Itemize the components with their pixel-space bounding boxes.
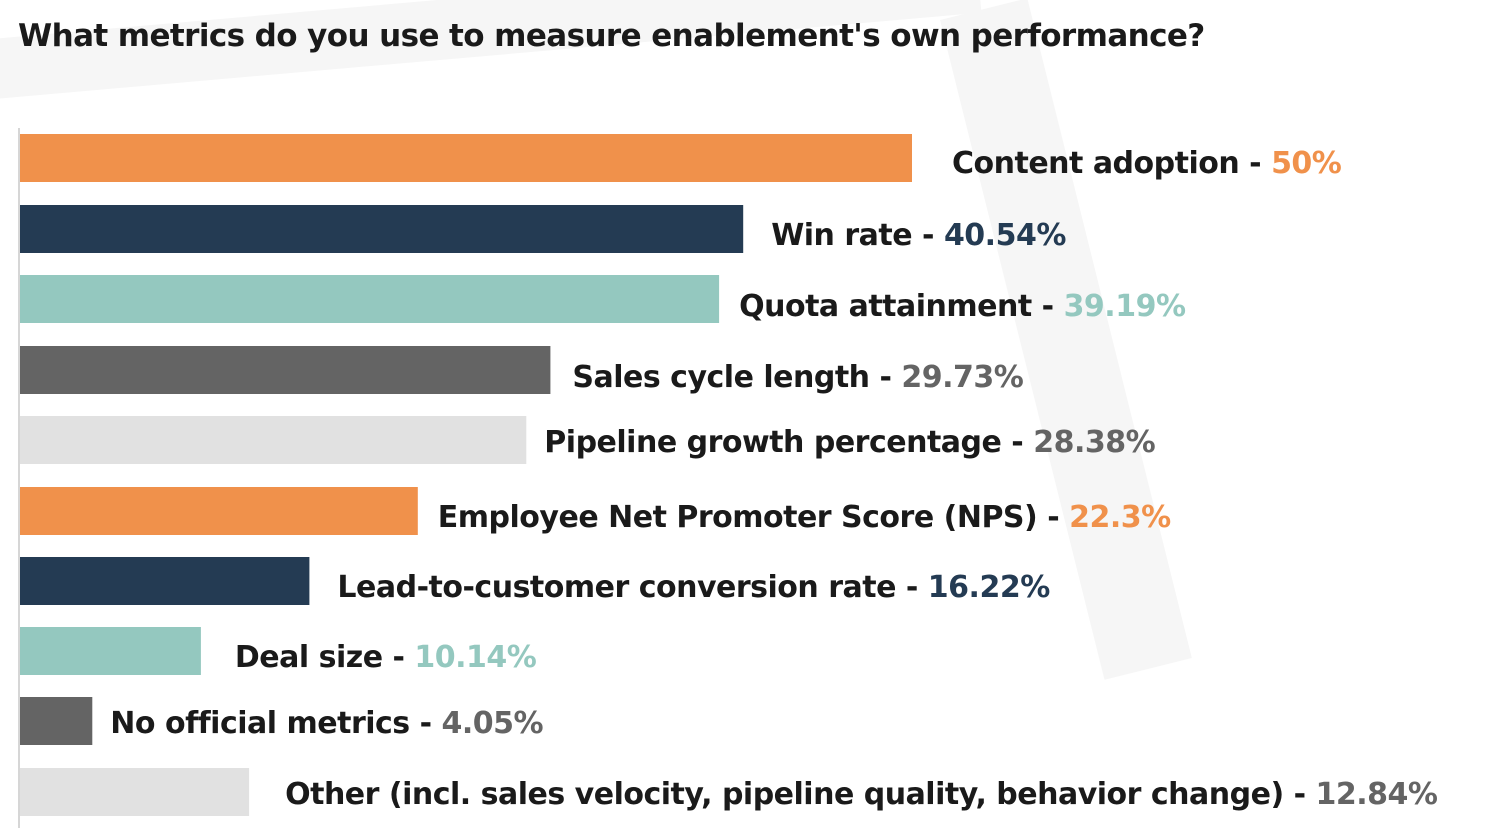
bar-label: Deal size - 10.14%: [235, 640, 537, 675]
bar: [20, 416, 527, 464]
bar-label: Content adoption - 50%: [952, 146, 1342, 181]
bar: [20, 557, 310, 605]
value-label: 10.14%: [414, 640, 536, 675]
bar-label: Quota attainment - 39.19%: [739, 289, 1186, 324]
category-label: Quota attainment -: [739, 289, 1063, 324]
value-label: 29.73%: [901, 360, 1023, 395]
bar: [20, 275, 720, 323]
bars-group: [20, 134, 912, 816]
category-label: Employee Net Promoter Score (NPS) -: [438, 500, 1069, 535]
value-label: 4.05%: [442, 706, 544, 741]
category-label: Pipeline growth percentage -: [544, 425, 1033, 460]
category-label: Win rate -: [771, 218, 944, 253]
bar-label: No official metrics - 4.05%: [110, 706, 543, 741]
category-label: Lead-to-customer conversion rate -: [337, 570, 927, 605]
bar: [20, 487, 418, 535]
bar-label: Other (incl. sales velocity, pipeline qu…: [285, 777, 1438, 812]
value-label: 22.3%: [1069, 500, 1171, 535]
chart-title: What metrics do you use to measure enabl…: [18, 18, 1205, 54]
bar-label: Win rate - 40.54%: [771, 218, 1066, 253]
value-label: 39.19%: [1064, 289, 1186, 324]
category-label: Deal size -: [235, 640, 415, 675]
value-label: 50%: [1271, 146, 1342, 181]
value-label: 40.54%: [944, 218, 1066, 253]
bar: [20, 205, 744, 253]
bar-label: Employee Net Promoter Score (NPS) - 22.3…: [438, 500, 1171, 535]
bar-label: Lead-to-customer conversion rate - 16.22…: [337, 570, 1050, 605]
bar: [20, 768, 250, 816]
category-label: Content adoption -: [952, 146, 1271, 181]
value-label: 12.84%: [1316, 777, 1438, 812]
bar-label: Pipeline growth percentage - 28.38%: [544, 425, 1155, 460]
bar: [20, 134, 912, 182]
category-label: Sales cycle length -: [572, 360, 901, 395]
value-label: 16.22%: [928, 570, 1050, 605]
value-label: 28.38%: [1033, 425, 1155, 460]
bar-label: Sales cycle length - 29.73%: [572, 360, 1023, 395]
category-label: No official metrics -: [110, 706, 441, 741]
bar: [20, 346, 551, 394]
labels-group: Content adoption - 50% Win rate - 40.54% Q…: [110, 146, 1438, 812]
category-label: Other (incl. sales velocity, pipeline qu…: [285, 777, 1315, 812]
bar: [20, 697, 93, 745]
bar: [20, 627, 201, 675]
